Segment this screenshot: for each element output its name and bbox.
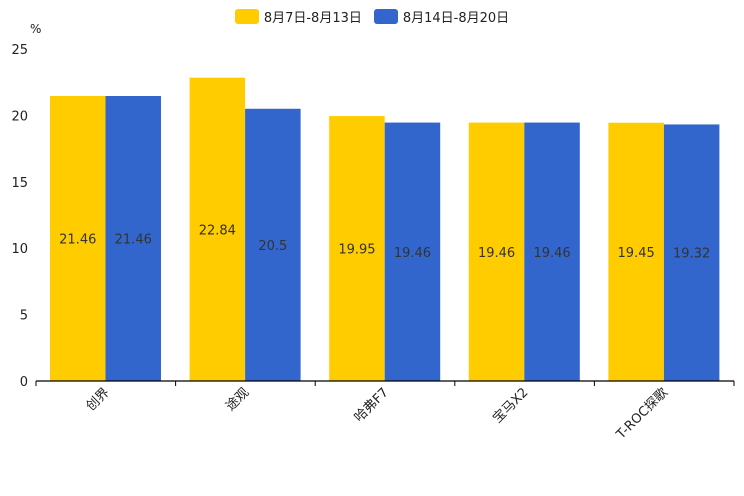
data-label: 19.95 [338, 243, 375, 258]
y-tick-label: 0 [20, 375, 28, 390]
legend-item-week2[interactable]: 8月14日-8月20日 [373, 7, 510, 26]
x-tick-label: 宝马X2 [490, 385, 531, 426]
bar [608, 122, 664, 381]
y-tick-label: 15 [11, 176, 28, 191]
legend: 8月7日-8月13日 8月14日-8月20日 [0, 7, 744, 26]
y-tick-label: 20 [11, 109, 28, 124]
bar [105, 96, 161, 381]
bar [384, 122, 441, 381]
bar [524, 122, 580, 381]
y-tick-label: 10 [11, 242, 28, 257]
data-label: 19.32 [673, 247, 710, 262]
legend-swatch [234, 9, 259, 24]
y-tick-label: 25 [11, 43, 28, 58]
data-label: 19.46 [394, 246, 431, 261]
bar [189, 77, 246, 381]
bar [50, 96, 106, 381]
bar [468, 122, 525, 381]
x-tick-label: 途观 [223, 385, 253, 415]
x-tick-label: 创界 [84, 385, 113, 414]
data-label: 20.5 [258, 239, 287, 254]
x-tick-label: T-ROC探歌 [613, 385, 671, 443]
legend-item-week1[interactable]: 8月7日-8月13日 [234, 7, 362, 26]
legend-swatch [373, 9, 398, 24]
data-label: 21.46 [115, 233, 152, 248]
y-axis-unit: % [30, 22, 41, 36]
data-label: 21.46 [59, 233, 96, 248]
x-tick-label: 哈弗F7 [352, 385, 392, 425]
legend-label: 8月14日-8月20日 [402, 11, 510, 26]
data-label: 19.46 [478, 246, 515, 261]
bar [329, 116, 385, 382]
bar [663, 124, 720, 382]
y-tick-label: 5 [20, 309, 28, 324]
legend-label: 8月7日-8月13日 [263, 11, 362, 26]
data-label: 22.84 [199, 223, 236, 238]
bar [245, 108, 301, 381]
data-label: 19.45 [618, 246, 655, 261]
data-label: 19.46 [533, 246, 570, 261]
